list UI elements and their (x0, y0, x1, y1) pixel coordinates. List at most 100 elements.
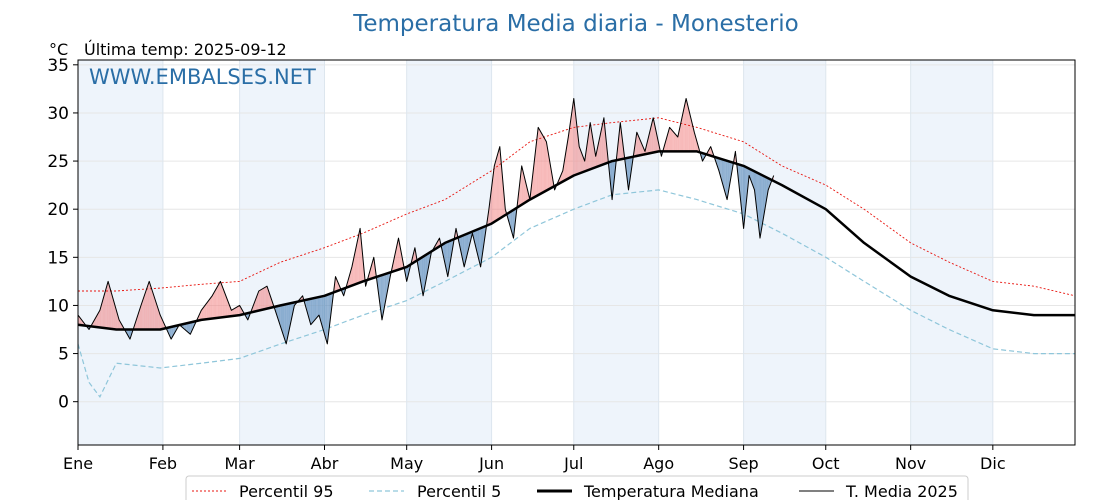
fill-above-median (651, 117, 654, 153)
chart-title: Temperatura Media diaria - Monesterio (352, 11, 799, 37)
fill-above-median (573, 98, 575, 176)
fill-above-median (500, 157, 502, 218)
y-tick-label: 25 (47, 152, 69, 172)
x-tick-label: Dic (980, 454, 1006, 473)
fill-below-median (284, 304, 287, 344)
fill-above-median (108, 281, 110, 329)
fill-above-median (543, 137, 546, 193)
fill-above-median (668, 127, 670, 152)
fill-above-median (684, 98, 687, 152)
fill-above-median (571, 111, 572, 178)
fill-above-median (669, 127, 671, 152)
fill-above-median (102, 295, 105, 328)
fill-below-median (751, 170, 753, 186)
fill-above-median (599, 130, 602, 166)
fill-above-median (495, 159, 497, 222)
fill-above-median (650, 123, 652, 154)
fill-above-median (570, 117, 572, 178)
fill-above-median (618, 122, 621, 160)
fill-below-median (750, 169, 752, 183)
fill-above-median (673, 132, 676, 152)
fill-above-median (665, 137, 667, 152)
fill-below-median (310, 298, 313, 325)
fill-below-median (764, 176, 766, 214)
fill-above-median (538, 127, 540, 196)
y-tick-label: 35 (47, 56, 69, 76)
fill-above-median (260, 289, 262, 311)
fill-below-median (462, 234, 465, 267)
fill-below-median (743, 165, 745, 229)
fill-above-median (589, 122, 591, 170)
y-tick-label: 10 (47, 296, 69, 316)
fill-above-median (579, 146, 581, 174)
fill-below-median (465, 233, 467, 262)
fill-above-median (139, 305, 141, 330)
fill-above-median (523, 171, 525, 204)
fill-below-median (246, 313, 248, 320)
fill-above-median (261, 288, 263, 310)
fill-below-median (188, 322, 191, 335)
fill-above-median (357, 234, 359, 284)
fill-above-median (591, 128, 593, 169)
x-tick-label: Oct (812, 454, 840, 473)
fill-above-median (675, 133, 677, 152)
fill-below-median (510, 210, 513, 234)
fill-above-median (691, 120, 693, 152)
fill-below-median (446, 241, 448, 277)
fill-above-median (142, 297, 144, 330)
fill-above-median (565, 148, 567, 181)
fill-above-median (238, 305, 240, 316)
fill-above-median (681, 111, 684, 152)
fill-above-median (581, 151, 582, 173)
fill-above-median (225, 295, 228, 317)
legend: Percentil 95 Percentil 5 Temperatura Med… (185, 475, 969, 500)
month-bands (78, 60, 993, 445)
fill-below-median (725, 160, 728, 200)
y-tick-label: 0 (58, 393, 69, 413)
fill-above-median (101, 300, 103, 328)
fill-above-median (494, 162, 496, 222)
watermark: WWW.EMBALSES.NET (89, 65, 316, 89)
fill-below-median (759, 173, 761, 239)
fill-above-median (258, 290, 261, 311)
fill-below-median (324, 295, 326, 340)
fill-below-median (720, 158, 722, 181)
fill-above-median (692, 126, 695, 152)
fill-above-median (111, 294, 114, 330)
series-line-percentil-5 (77, 189, 1075, 399)
series-line-media-2025 (77, 98, 775, 345)
fill-above-median (213, 291, 215, 319)
fill-below-median (756, 172, 758, 214)
fill-above-median (601, 124, 603, 166)
fill-above-median (151, 286, 153, 330)
fill-below-median (479, 228, 481, 267)
fill-below-median (184, 323, 187, 332)
fill-below-median (752, 170, 754, 188)
fill-below-median (313, 297, 315, 322)
fill-below-median (742, 165, 744, 229)
fill-below-median (282, 304, 285, 339)
y-tick-label: 20 (47, 200, 69, 220)
fill-below-median (761, 174, 763, 231)
fill-above-median (688, 109, 691, 152)
fill-below-median (327, 294, 329, 344)
fill-below-median (329, 293, 332, 322)
fill-above-median (687, 104, 689, 152)
y-tick-label: 5 (58, 345, 69, 365)
fill-above-median (686, 98, 688, 152)
fill-below-median (325, 294, 328, 344)
fill-below-median (450, 240, 452, 261)
fill-below-median (309, 298, 311, 325)
fill-above-median (208, 298, 211, 319)
fill-above-median (146, 285, 148, 330)
fill-above-median (335, 276, 337, 292)
fill-above-median (492, 173, 494, 224)
fill-above-median (636, 132, 639, 156)
month-band (743, 60, 826, 445)
fill-above-median (690, 115, 692, 152)
plot-frame (77, 59, 1076, 446)
fill-below-median (762, 175, 765, 223)
fill-above-median (574, 106, 576, 176)
fill-above-median (566, 142, 568, 180)
fill-below-median (286, 303, 288, 344)
